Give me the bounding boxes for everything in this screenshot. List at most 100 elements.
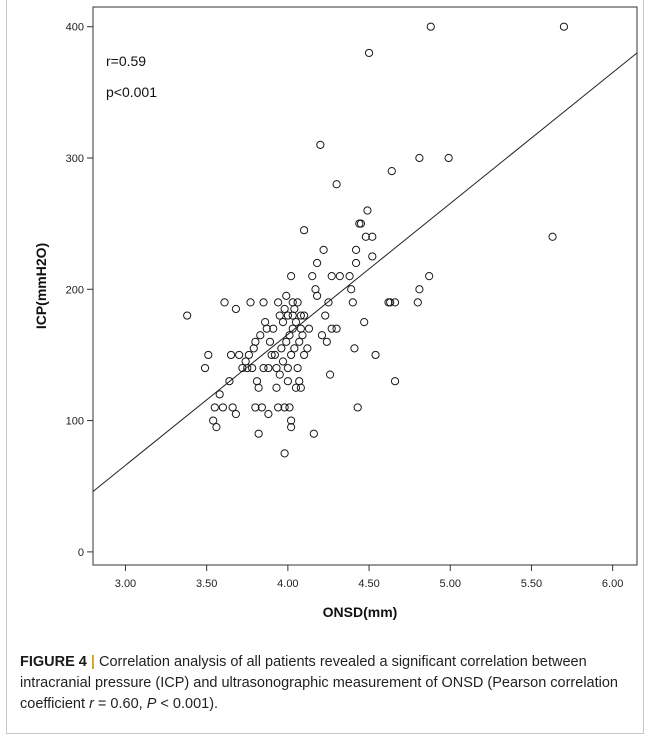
data-point	[183, 311, 192, 320]
data-point	[426, 22, 435, 31]
data-point	[368, 232, 377, 241]
data-point	[267, 350, 276, 360]
data-point	[353, 403, 362, 412]
scatter-chart: 0 100 200 300 400 3.00 3.50 4.00 4.50 5.00 5.50 6.…	[33, 6, 638, 620]
caption-separator: |	[90, 654, 95, 670]
data-point	[248, 363, 257, 373]
data-point	[317, 331, 327, 340]
caption-r-symbol: r	[89, 696, 94, 712]
data-point	[350, 344, 359, 353]
regression-line	[92, 52, 638, 492]
y-tick-label: 400	[66, 22, 84, 34]
y-tick-label: 300	[66, 153, 84, 165]
data-point	[283, 311, 292, 320]
data-point	[277, 344, 286, 353]
data-point	[257, 403, 266, 412]
data-point	[285, 331, 294, 340]
data-point	[264, 363, 273, 373]
data-point	[288, 324, 297, 333]
data-point	[347, 285, 356, 294]
x-tick-label: 4.50	[358, 578, 379, 590]
data-point	[387, 167, 396, 176]
data-point	[327, 272, 336, 281]
caption-text: Correlation analysis of all patients rev…	[20, 654, 618, 712]
data-point	[265, 337, 275, 346]
data-point	[415, 153, 424, 163]
figure-label: FIGURE 4	[20, 654, 87, 670]
x-axis: 3.00 3.50 4.00 4.50 5.00 5.50 6.00	[115, 565, 623, 590]
data-point	[212, 423, 221, 432]
data-point	[272, 383, 281, 392]
data-point	[287, 423, 296, 432]
data-point	[244, 350, 253, 360]
data-point	[351, 245, 361, 254]
data-point	[243, 363, 252, 373]
data-point	[425, 272, 434, 281]
data-point	[325, 370, 335, 379]
caption-p-symbol: P	[146, 696, 157, 712]
data-point	[444, 153, 453, 163]
plot-area	[92, 6, 638, 566]
data-point	[280, 403, 289, 412]
data-point	[332, 324, 341, 333]
data-point	[291, 383, 301, 392]
data-point	[287, 416, 296, 425]
x-tick-label: 4.00	[277, 578, 298, 590]
data-point	[413, 298, 422, 307]
data-point	[285, 403, 294, 412]
data-point	[327, 324, 336, 333]
data-point	[361, 232, 370, 241]
data-point	[351, 258, 361, 268]
data-point	[308, 272, 317, 281]
data-point	[321, 311, 330, 320]
data-point	[264, 409, 273, 419]
y-tick-label: 0	[78, 547, 84, 559]
data-point	[304, 324, 314, 333]
data-point	[319, 245, 328, 254]
data-point	[296, 311, 305, 320]
x-tick-label: 6.00	[602, 578, 623, 590]
data-point	[256, 331, 265, 340]
data-point	[231, 304, 241, 314]
data-point	[559, 22, 569, 31]
data-point	[287, 272, 296, 281]
x-tick-label: 3.00	[115, 578, 136, 590]
data-point	[275, 370, 284, 379]
x-axis-title: ONSD(mm)	[323, 604, 398, 620]
data-point	[293, 298, 302, 307]
data-point	[364, 48, 374, 58]
data-point	[335, 272, 344, 281]
y-axis: 0 100 200 300 400	[66, 22, 93, 559]
data-point	[312, 291, 322, 300]
data-point	[332, 180, 341, 189]
data-point	[274, 298, 283, 307]
data-point	[312, 258, 322, 268]
caption-p-value: < 0.001).	[156, 696, 219, 712]
data-point	[209, 416, 218, 425]
data-point	[386, 298, 395, 307]
data-point	[210, 403, 219, 412]
data-point	[272, 363, 281, 373]
data-point	[246, 298, 255, 307]
data-point	[356, 219, 366, 228]
data-point	[262, 324, 271, 333]
data-point	[287, 350, 296, 360]
x-tick-label: 5.00	[440, 578, 461, 590]
data-point	[204, 350, 213, 360]
data-point	[238, 363, 247, 373]
data-point	[254, 383, 263, 392]
data-point	[298, 331, 307, 340]
data-point	[293, 363, 302, 373]
data-point	[231, 409, 241, 419]
data-point	[322, 337, 331, 346]
data-point	[254, 429, 263, 438]
data-point	[368, 252, 377, 261]
data-point	[275, 311, 284, 320]
data-point	[274, 403, 283, 412]
data-point	[282, 337, 291, 346]
data-point	[280, 304, 289, 314]
data-point	[415, 285, 424, 294]
data-point	[363, 206, 372, 215]
data-point	[371, 350, 380, 360]
data-point	[283, 363, 292, 373]
